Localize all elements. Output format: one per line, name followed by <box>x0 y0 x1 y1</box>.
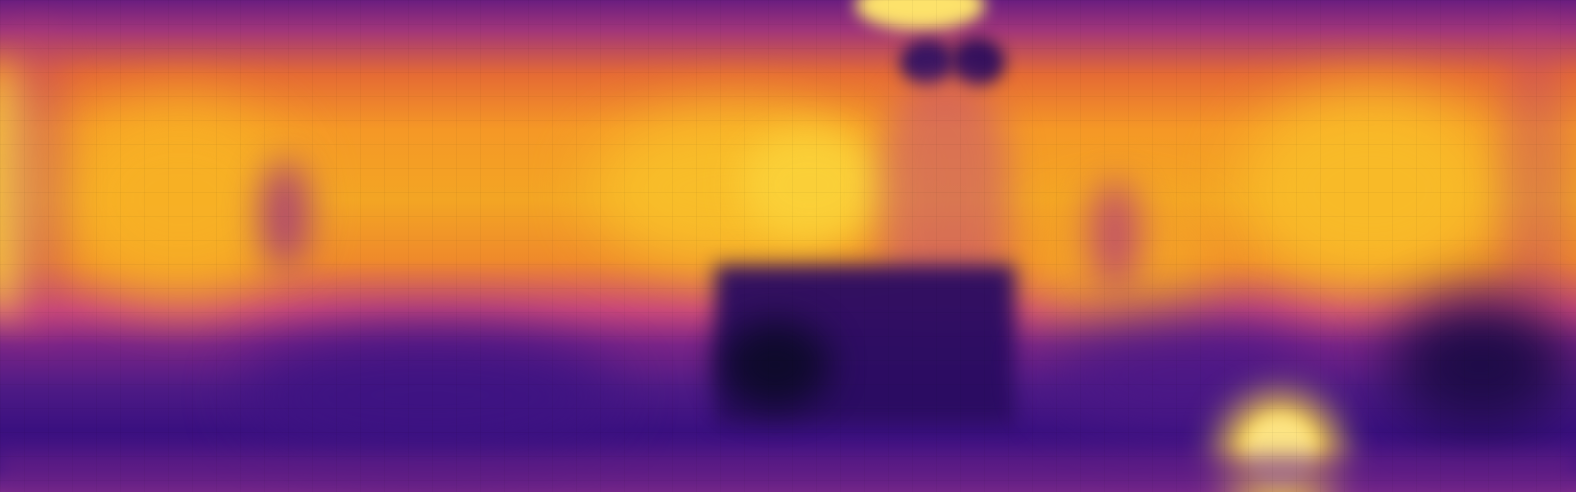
heat-zone-right <box>1240 90 1500 290</box>
dark-pillar-right <box>1090 180 1140 290</box>
bottom-band <box>0 455 1576 492</box>
darkest-core <box>720 320 830 410</box>
left-column-shadow <box>0 20 70 340</box>
top-bright-spot <box>855 0 985 30</box>
lower-left-dark <box>240 330 620 460</box>
right-column-shadow <box>1500 20 1570 340</box>
lower-right-dark <box>1390 300 1570 430</box>
heat-zone-center <box>740 130 880 240</box>
dark-spot-b <box>950 38 1005 86</box>
dark-spot-a <box>900 40 955 85</box>
dark-pillar-left <box>260 160 310 270</box>
